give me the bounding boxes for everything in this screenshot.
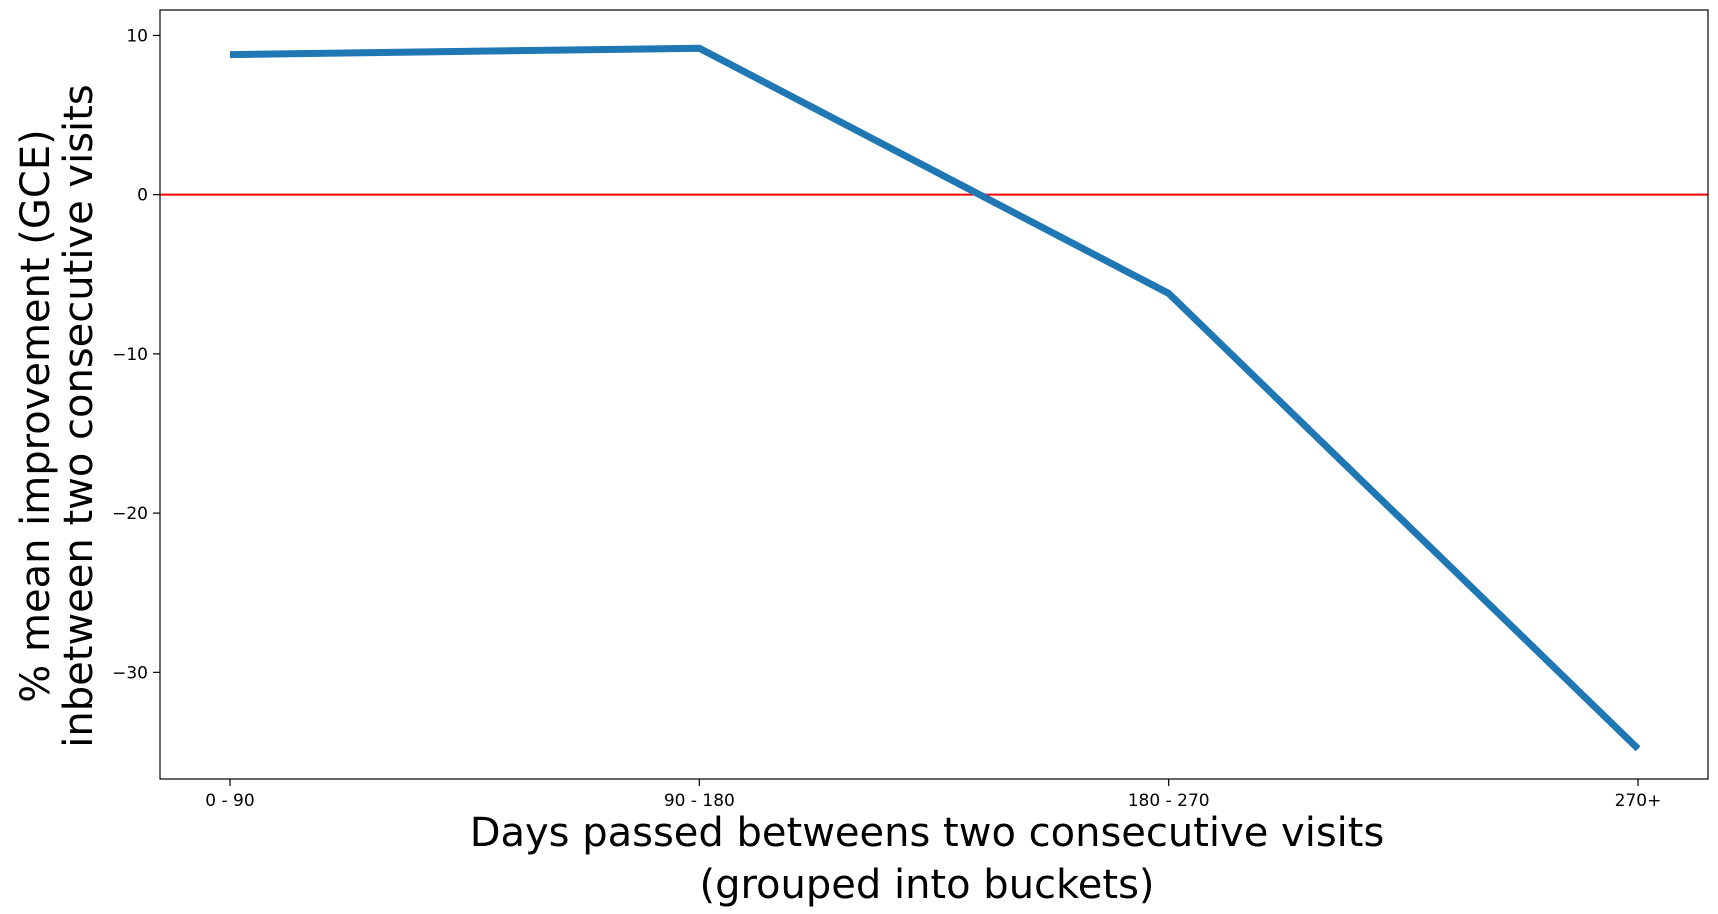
x-axis-ticks: 0 - 90 90 - 180 180 - 270 270+ — [205, 779, 1661, 811]
y-tick-label: −30 — [112, 663, 148, 683]
x-tick-label: 270+ — [1615, 791, 1662, 811]
x-axis-title-line-1: Days passed betweens two consecutive vis… — [470, 810, 1385, 856]
y-axis-title-line-1: % mean improvement (GCE) — [13, 129, 59, 702]
series-line-0 — [229, 44, 1641, 752]
plot-frame — [159, 9, 1709, 780]
data-point-0-1 — [698, 47, 700, 49]
y-tick-label: 0 — [137, 186, 148, 206]
plot-area — [159, 9, 1709, 780]
data-point-0-2 — [1168, 292, 1170, 294]
x-tick-label: 90 - 180 — [664, 791, 735, 811]
x-axis-title-line-2: (grouped into buckets) — [699, 862, 1154, 908]
y-tick-label: 10 — [126, 26, 148, 46]
x-tick-label: 0 - 90 — [205, 791, 254, 811]
data-point-0-0 — [229, 54, 231, 56]
x-tick-label: 180 - 270 — [1128, 791, 1210, 811]
y-axis-ticks: 10 0 −10 −20 −30 — [112, 26, 160, 683]
y-axis-title-line-2: inbetween two consecutive visits — [56, 84, 102, 747]
y-tick-label: −10 — [112, 345, 148, 365]
y-tick-label: −20 — [112, 504, 148, 524]
data-point-0-3 — [1637, 748, 1639, 750]
